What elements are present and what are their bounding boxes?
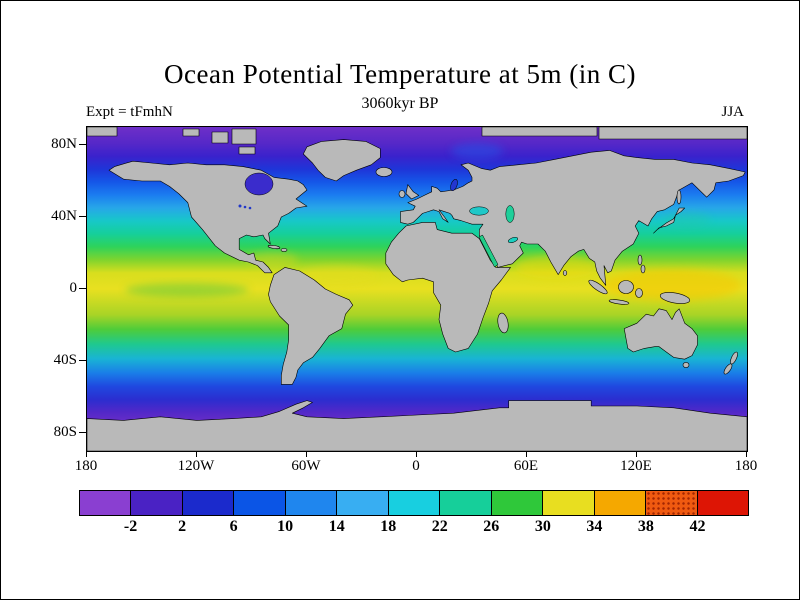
caspian-sea <box>505 205 515 223</box>
colorbar-cell <box>337 491 389 515</box>
colorbar-tick-label: 42 <box>689 518 706 535</box>
lat-tick-mark <box>79 359 86 361</box>
greenland <box>303 139 381 182</box>
colorbar-cell <box>234 491 286 515</box>
philippines <box>640 264 646 274</box>
lon-tick-label: 120W <box>177 458 215 474</box>
colorbar-tick-label: -2 <box>123 518 138 535</box>
colorbar-tick-label: 6 <box>229 518 238 535</box>
colorbar-cell <box>594 491 647 515</box>
lon-tick-label: 60W <box>291 458 321 474</box>
lat-tick-label: 40N <box>51 208 77 224</box>
colorbar-cell <box>646 491 698 515</box>
black-sea <box>469 206 489 216</box>
lat-tick-mark <box>79 215 86 217</box>
hispaniola <box>280 248 288 252</box>
sakhalin <box>676 189 682 205</box>
experiment-label: Expt = tFmhN <box>86 104 173 120</box>
great-lakes <box>243 205 247 209</box>
great-britain <box>405 184 420 200</box>
tasmania <box>682 362 690 368</box>
new-guinea <box>659 292 691 304</box>
south-america <box>268 267 354 385</box>
arctic-ice-right <box>598 127 747 140</box>
lon-tick-mark <box>745 451 747 457</box>
arctic-island-block <box>238 146 256 155</box>
lon-tick-mark <box>415 451 417 457</box>
great-lakes <box>248 206 252 210</box>
colorbar <box>79 490 749 516</box>
red-sea <box>478 234 499 268</box>
arctic-island-block <box>182 128 200 137</box>
colorbar-tick-label: 34 <box>586 518 603 535</box>
lon-tick-label: 120E <box>620 458 652 474</box>
philippines <box>637 254 643 266</box>
figure-subtitle: 3060kyr BP <box>361 95 439 112</box>
colorbar-cell <box>285 491 338 515</box>
lon-tick-label: 180 <box>734 458 758 474</box>
lat-tick-mark <box>79 431 86 433</box>
colorbar-tick-label: 38 <box>637 518 654 535</box>
australia <box>623 308 698 360</box>
java <box>608 299 630 305</box>
colorbar-tick-label: 26 <box>483 518 500 535</box>
madagascar <box>497 312 509 334</box>
lat-tick-mark <box>79 287 86 289</box>
lon-tick-label: 60E <box>513 458 539 474</box>
iceland <box>375 167 393 177</box>
colorbar-cell <box>543 491 595 515</box>
colorbar-tick-label: 22 <box>431 518 448 535</box>
lat-tick-label: 0 <box>69 280 78 296</box>
colorbar-cell <box>388 491 441 515</box>
inland-seas <box>238 172 519 268</box>
baltic-sea <box>450 179 458 191</box>
lon-tick-label: 0 <box>412 458 420 474</box>
page-title: Ocean Potential Temperature at 5m (in C) <box>164 59 636 89</box>
season-label: JJA <box>721 104 744 120</box>
sri-lanka <box>562 270 568 276</box>
lat-tick-label: 80S <box>53 424 77 440</box>
lon-tick-mark <box>85 451 87 457</box>
colorbar-tick-label: 2 <box>178 518 187 535</box>
colorbar-cell <box>440 491 492 515</box>
continents <box>87 127 747 451</box>
persian-gulf <box>507 236 519 244</box>
sumatra <box>588 279 608 295</box>
lon-tick-label: 180 <box>74 458 98 474</box>
africa <box>385 222 511 353</box>
eurasia <box>400 150 746 286</box>
colorbar-cell <box>182 491 235 515</box>
sulawesi <box>635 288 643 298</box>
lon-tick-mark <box>525 451 527 457</box>
new-zealand-south <box>723 363 733 375</box>
hudson-bay <box>244 172 274 196</box>
lon-tick-mark <box>195 451 197 457</box>
arctic-island-block <box>211 131 229 144</box>
japan <box>653 207 685 234</box>
borneo <box>618 280 634 294</box>
lon-tick-mark <box>305 451 307 457</box>
lat-tick-label: 80N <box>51 136 77 152</box>
colorbar-cell <box>697 491 749 515</box>
lat-tick-mark <box>79 143 86 145</box>
antarctica <box>87 400 747 451</box>
arctic-ice-mid <box>481 127 598 137</box>
lon-tick-mark <box>635 451 637 457</box>
cuba <box>267 244 281 250</box>
colorbar-cell <box>80 491 132 515</box>
colorbar-tick-label: 10 <box>277 518 294 535</box>
colorbar-cell <box>131 491 183 515</box>
map-plot-area <box>86 126 748 452</box>
great-lakes <box>238 204 242 208</box>
colorbar-tick-label: 30 <box>534 518 551 535</box>
colorbar-tick-label: 14 <box>328 518 345 535</box>
world-temperature-map <box>87 127 747 451</box>
lat-tick-label: 40S <box>53 352 77 368</box>
ireland <box>398 190 406 198</box>
colorbar-tick-label: 18 <box>380 518 397 535</box>
arctic-island-block <box>231 128 257 145</box>
arctic-ice-left <box>87 127 118 137</box>
colorbar-cell <box>491 491 544 515</box>
